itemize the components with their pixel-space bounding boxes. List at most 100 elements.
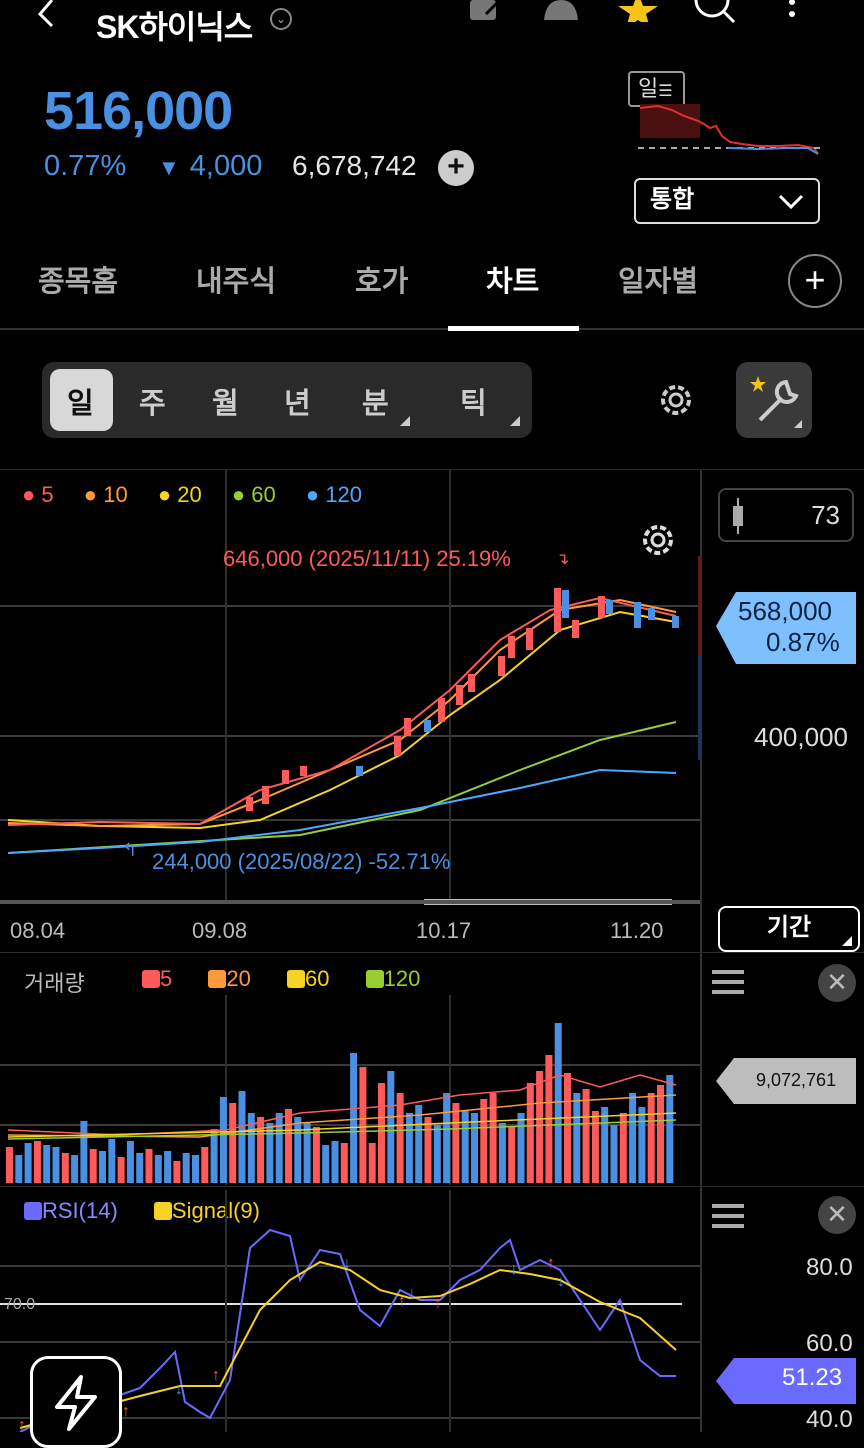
volume-bar [508, 1127, 516, 1183]
volume-bar [257, 1117, 265, 1183]
back-button[interactable] [30, 0, 64, 30]
rsi-menu-button[interactable] [712, 1200, 746, 1234]
volume-bar [303, 1123, 311, 1183]
volume-bar [582, 1089, 590, 1183]
vol5-label: 5 [160, 966, 173, 991]
volume-current-tag: 9,072,761 [756, 1070, 837, 1090]
volume-bar [340, 1143, 348, 1183]
quick-order-button[interactable] [30, 1356, 122, 1448]
list-icon: ☰ [658, 83, 673, 100]
volume-bar [145, 1149, 153, 1183]
period-tick[interactable]: 틱 [460, 388, 487, 420]
add-watch-button[interactable]: + [438, 150, 474, 186]
volume-bar [164, 1151, 172, 1183]
chevron-down-icon[interactable]: ⌄ [270, 8, 292, 30]
volume-bar [619, 1113, 627, 1183]
ma60-dot: ● [231, 482, 246, 507]
volume-bar [378, 1083, 385, 1183]
vol60-label: 60 [304, 966, 330, 991]
rsi-tag-shape [716, 1358, 856, 1404]
trade-volume: 6,678,742 [292, 150, 417, 181]
svg-text:↑: ↑ [18, 1417, 26, 1432]
rsi-level-label: 70.0 [4, 1296, 36, 1313]
tab-chart[interactable]: 차트 [486, 266, 540, 298]
volume-bar [489, 1093, 497, 1183]
volume-bar [629, 1093, 637, 1183]
period-year[interactable]: 년 [284, 388, 311, 420]
vol5-swatch [142, 970, 160, 988]
vol20-swatch [208, 970, 227, 988]
signal-label: Signal(9) [171, 1198, 260, 1223]
vol60-swatch [286, 970, 305, 988]
lightning-icon [55, 1375, 97, 1431]
main-chart-settings-button[interactable] [636, 518, 680, 567]
star-icon [618, 0, 658, 28]
active-tab-underline [448, 326, 579, 331]
volume-bar [601, 1107, 609, 1183]
tab-my-stock[interactable]: 내주식 [196, 266, 277, 298]
gear-icon [643, 525, 673, 555]
volume-close-button[interactable]: ✕ [818, 964, 856, 1002]
svg-text:↑: ↑ [212, 1367, 220, 1384]
volume-menu-button[interactable] [712, 966, 746, 1000]
candle-icon [733, 498, 743, 534]
date-label: 08.04 [10, 918, 66, 943]
volume-bar [610, 1125, 618, 1183]
period-month[interactable]: 월 [212, 388, 239, 420]
volume-bar [657, 1085, 664, 1183]
ma20-dot: ● [157, 482, 172, 507]
volume-bar [219, 1097, 227, 1183]
volume-legend: 5 20 60 120 [142, 966, 420, 992]
volume-bar [99, 1151, 106, 1183]
period-day[interactable]: 일 [67, 388, 94, 420]
search-button[interactable] [690, 0, 740, 29]
tab-daily[interactable]: 일자별 [618, 266, 699, 298]
period-badge-label: 일 [638, 76, 659, 101]
volume-bar [554, 1023, 562, 1183]
axis-400000: 400,000 [754, 722, 848, 752]
low-annotation: 244,000 (2025/08/22) -52.71% [152, 849, 451, 874]
favorite-button[interactable] [618, 0, 658, 28]
rsi-label: RSI(14) [42, 1198, 118, 1223]
candle-count-box[interactable]: 73 [718, 488, 854, 542]
chart-settings-button[interactable] [654, 378, 698, 427]
stock-name[interactable]: SK하이닉스 [96, 9, 253, 45]
change-amount: ▼ 4,000 [158, 150, 262, 183]
bell-icon [544, 0, 578, 20]
volume-bar [173, 1161, 181, 1183]
section-divider [0, 952, 864, 953]
period-range-button[interactable]: 기간 [718, 906, 860, 952]
ma5-label: 5 [41, 482, 54, 507]
volume-bar [192, 1155, 199, 1183]
volume-bar [154, 1155, 162, 1183]
wrench-icon [750, 376, 802, 428]
market-select[interactable]: 통합 [634, 178, 820, 224]
rsi-close-button[interactable]: ✕ [818, 1196, 856, 1234]
svg-text:↓: ↓ [557, 1273, 565, 1290]
more-button[interactable] [782, 0, 802, 29]
tab-orderbook[interactable]: 호가 [355, 266, 409, 298]
volume-bar [350, 1053, 358, 1183]
volume-bar [43, 1145, 51, 1183]
volume-bar [471, 1113, 478, 1183]
period-week[interactable]: 주 [139, 388, 166, 420]
volume-bar [61, 1153, 69, 1183]
date-label: 09.08 [192, 918, 248, 943]
volume-bars [6, 1023, 674, 1183]
memo-button[interactable] [468, 0, 502, 27]
alarm-button[interactable] [538, 0, 584, 27]
chevron-left-icon [37, 0, 54, 28]
volume-tag-shape [716, 1058, 856, 1104]
volume-bar [368, 1143, 376, 1183]
period-minute[interactable]: 분 [362, 388, 389, 420]
price-tag [716, 592, 856, 664]
close-icon: ✕ [826, 1199, 848, 1229]
tab-stock-home[interactable]: 종목홈 [38, 266, 119, 298]
add-tab-button[interactable]: + [788, 254, 842, 308]
volume-bar [201, 1147, 209, 1183]
volume-bar [331, 1141, 339, 1183]
date-label: 10.17 [416, 918, 472, 943]
volume-bar [6, 1147, 13, 1183]
svg-text:↰: ↰ [122, 840, 137, 861]
volume-bar [433, 1125, 441, 1183]
